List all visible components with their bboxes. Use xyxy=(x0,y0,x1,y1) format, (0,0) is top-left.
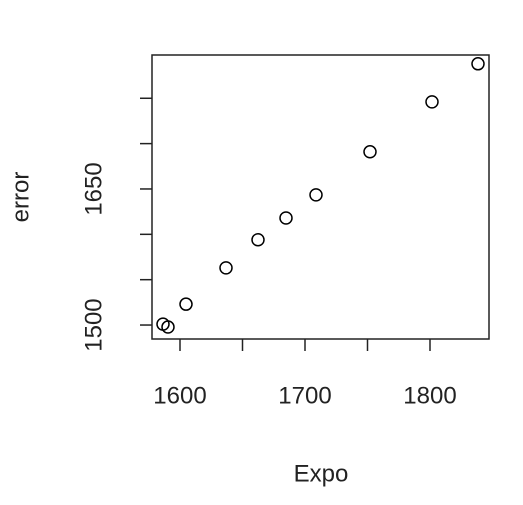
x-tick-label: 1600 xyxy=(153,382,206,409)
point xyxy=(179,297,193,311)
plot-box xyxy=(151,54,490,340)
x-axis-label: Expo xyxy=(294,460,349,487)
point xyxy=(309,188,323,202)
point xyxy=(161,320,175,334)
y-tick-label: 1500 xyxy=(80,298,107,351)
point xyxy=(279,211,293,225)
x-tick-label: 1800 xyxy=(403,382,456,409)
y-tick-label: 1650 xyxy=(80,162,107,215)
y-axis-label: error xyxy=(7,172,34,223)
x-tick-label: 1700 xyxy=(278,382,331,409)
point xyxy=(471,57,485,71)
point xyxy=(251,233,265,247)
point xyxy=(363,145,377,159)
point xyxy=(425,95,439,109)
point xyxy=(219,261,233,275)
